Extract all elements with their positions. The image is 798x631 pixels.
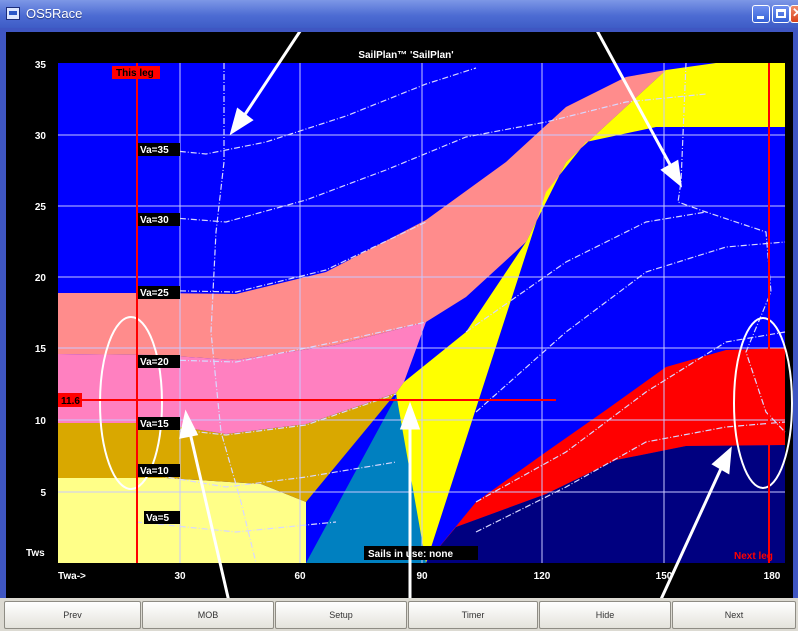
band-navy	[426, 445, 785, 563]
next-leg-label: Next leg	[734, 551, 773, 562]
y-axis-label: Tws	[26, 548, 45, 559]
y-tick-35: 35	[35, 60, 47, 71]
y-tick-20: 20	[35, 273, 47, 284]
x-tick-labels: 30 60 90 120 150 180	[174, 571, 780, 582]
next-button[interactable]: Next	[672, 601, 796, 629]
va-label-boxes	[138, 143, 180, 524]
chart-title: SailPlan™ 'SailPlan'	[358, 50, 453, 61]
target-zone-left	[99, 316, 163, 490]
current-tws-label-bg	[58, 393, 82, 407]
window-title: OS5Race	[26, 6, 83, 21]
va-labels: Va=35 Va=30 Va=25 Va=20 Va=15 Va=10 Va=5	[140, 145, 170, 524]
hide-button[interactable]: Hide	[539, 601, 671, 629]
minimize-button[interactable]	[752, 5, 770, 23]
va-label-5: Va=5	[146, 513, 170, 524]
x-tick-150: 150	[656, 571, 673, 582]
band-yellow	[396, 63, 785, 563]
grid-lines	[58, 63, 785, 563]
va-label-25: Va=25	[140, 288, 169, 299]
band-pale-yellow	[58, 478, 306, 563]
va-label-10: Va=10	[140, 466, 169, 477]
x-tick-180: 180	[764, 571, 781, 582]
title-bar[interactable]: OS5Race	[0, 0, 798, 28]
y-tick-10: 10	[35, 416, 47, 427]
va-label-30: Va=30	[140, 215, 169, 226]
x-axis-label: Twa->	[58, 571, 86, 582]
y-tick-30: 30	[35, 131, 47, 142]
sailplan-chart: This leg 11.6 Next leg SailPlan™ 'SailPl…	[26, 0, 793, 631]
current-tws-label: 11.6	[61, 396, 80, 407]
va-label-15: Va=15	[140, 419, 169, 430]
prev-button[interactable]: Prev	[4, 601, 141, 629]
va-label-20: Va=20	[140, 357, 169, 368]
mob-button[interactable]: MOB	[142, 601, 274, 629]
va-label-35: Va=35	[140, 145, 169, 156]
chart-area[interactable]: This leg 11.6 Next leg SailPlan™ 'SailPl…	[6, 0, 793, 631]
setup-button[interactable]: Setup	[275, 601, 407, 629]
this-leg-label: This leg	[116, 68, 154, 79]
y-tick-5: 5	[40, 488, 46, 499]
maximize-button[interactable]	[772, 5, 790, 23]
timer-button[interactable]: Timer	[408, 601, 538, 629]
y-tick-15: 15	[35, 344, 47, 355]
x-tick-90: 90	[416, 571, 428, 582]
band-red	[426, 348, 785, 563]
sails-status-bg	[364, 546, 478, 560]
band-pink	[58, 322, 426, 434]
band-salmon	[58, 70, 666, 360]
this-leg-label-bg	[112, 66, 160, 79]
close-button[interactable]	[790, 5, 798, 23]
y-tick-25: 25	[35, 202, 47, 213]
target-zone-right	[733, 317, 793, 489]
x-tick-60: 60	[294, 571, 306, 582]
app-icon	[6, 7, 20, 20]
x-tick-30: 30	[174, 571, 186, 582]
y-tick-labels: 5 10 15 20 25 30 35	[35, 60, 47, 499]
x-tick-120: 120	[534, 571, 551, 582]
